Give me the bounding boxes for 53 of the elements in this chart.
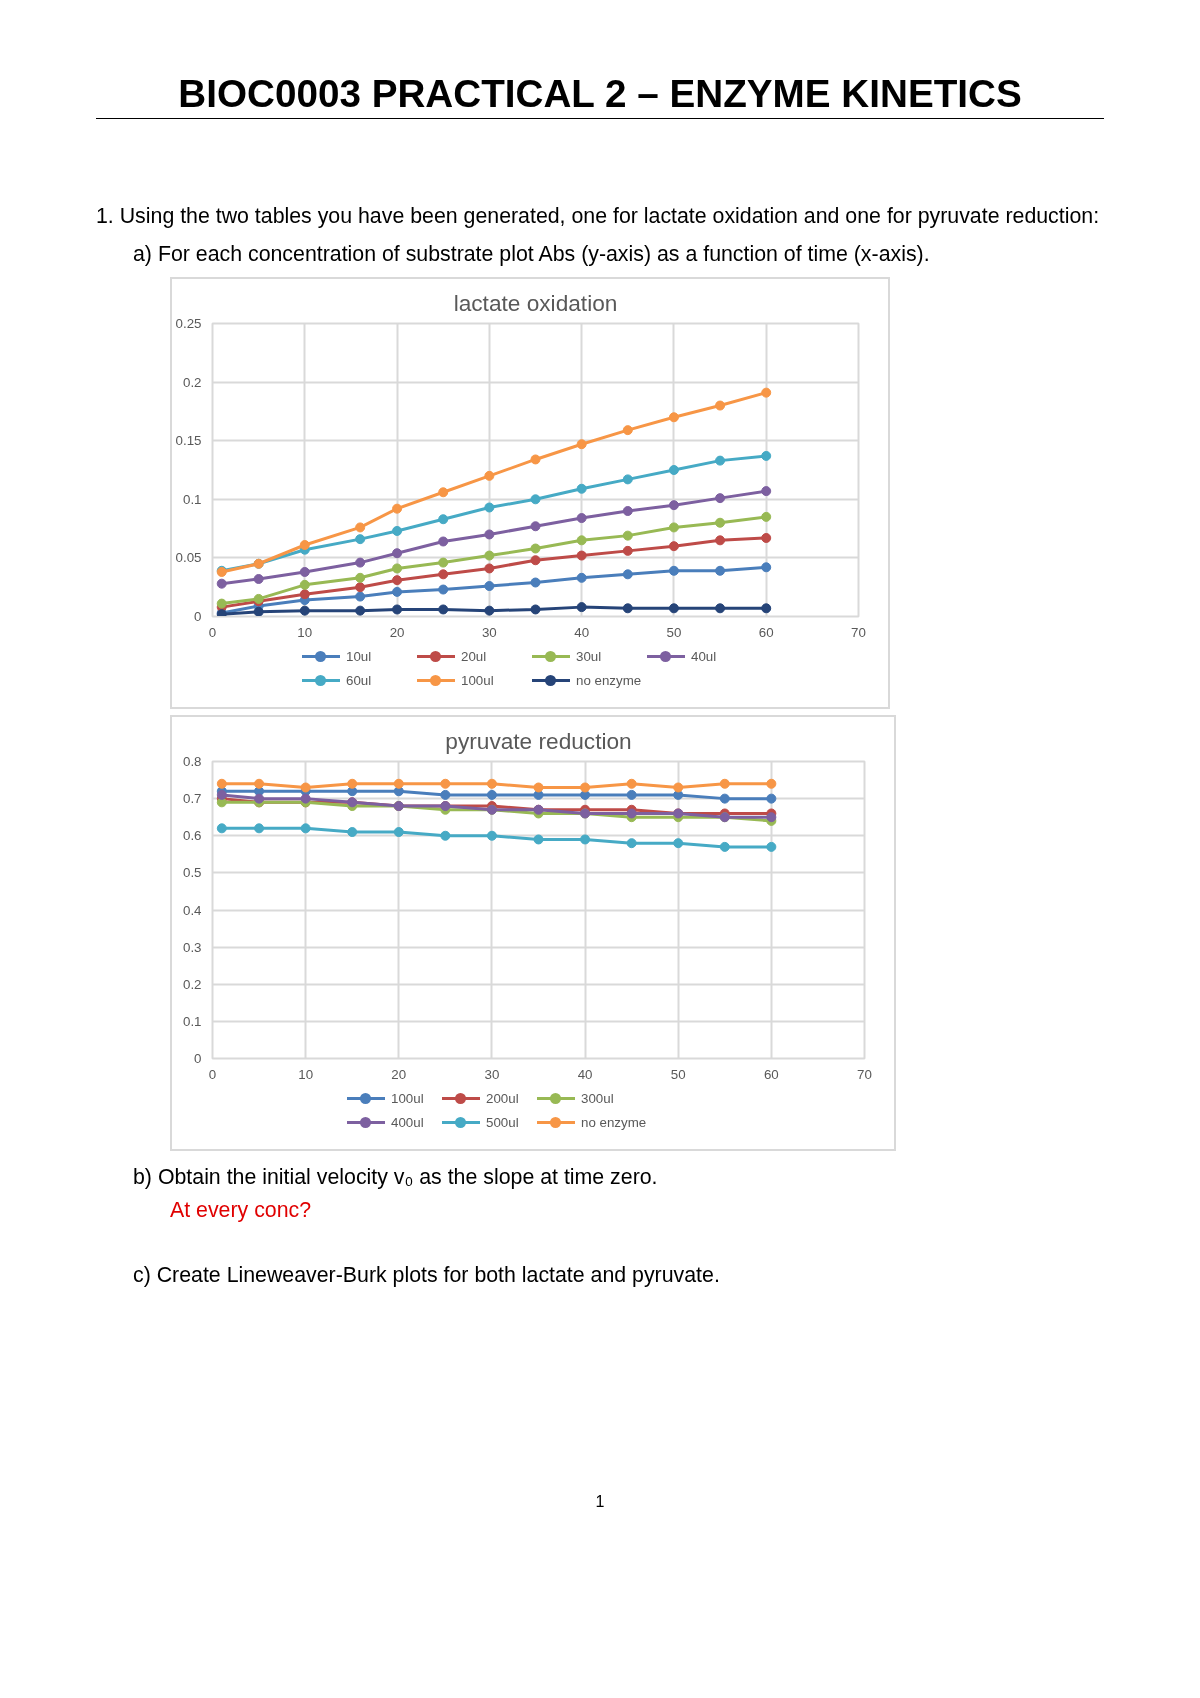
legend-label: 500ul [486,1115,519,1131]
text: 1 [594,1493,606,1512]
legend-label: 300ul [581,1091,614,1107]
x-tick-label: 40 [574,624,590,640]
legend-label: 30ul [576,649,602,665]
legend-label: 100ul [461,673,494,689]
text: c) Create Lineweaver-Burk plots for both lactate and pyruvate. [133,1263,721,1289]
x-tick-label: 0 [208,624,217,640]
x-tick-label: 20 [389,624,405,640]
legend-label: 10ul [346,649,372,665]
chart-title: pyruvate reduction [445,727,632,754]
legend-label: 60ul [346,673,372,689]
x-tick-label: 40 [577,1066,593,1082]
legend-label: 200ul [486,1091,519,1107]
x-tick-label: 60 [758,624,774,640]
y-tick-label: 0.1 [182,1014,202,1030]
y-tick-label: 0 [194,609,202,625]
y-tick-label: 0 [194,1051,202,1067]
y-tick-label: 0.7 [182,791,202,807]
legend-label: no enzyme [576,673,642,689]
legend-label: 20ul [461,649,487,665]
y-tick-label: 0.2 [182,374,202,390]
y-tick-label: 0.15 [175,433,202,449]
y-tick-label: 0.6 [182,828,202,844]
y-tick-label: 0.2 [182,977,202,992]
x-tick-label: 10 [298,1066,314,1082]
x-tick-label: 50 [666,624,682,640]
legend-label: 100ul [391,1091,424,1107]
x-tick-label: 30 [481,624,497,640]
text: At every conc? [170,1198,313,1224]
y-tick-label: 0.05 [175,550,202,566]
x-tick-label: 70 [857,1066,872,1082]
chart-title: lactate oxidation [453,289,618,316]
x-tick-label: 60 [763,1066,779,1082]
x-tick-label: 10 [297,624,313,640]
legend-label: 400ul [391,1115,424,1131]
x-tick-label: 20 [391,1066,407,1082]
text: BIOC0003 PRACTICAL 2 – ENZYME KINETICS [96,0,1104,119]
legend-label: 40ul [691,649,717,665]
text: a) For each concentration of substrate plot Abs (y-axis) as a function of time (x-axis). [133,241,931,269]
text: b) Obtain the initial velocity v₀ as the slope at time zero. [133,1165,659,1191]
y-tick-label: 0.4 [182,902,203,918]
x-tick-label: 50 [670,1066,686,1082]
y-tick-label: 0.8 [182,754,202,770]
y-tick-label: 0.1 [182,492,202,508]
x-tick-label: 30 [484,1066,500,1082]
x-tick-label: 0 [208,1066,217,1082]
legend-label: no enzyme [581,1115,647,1131]
y-tick-label: 0.25 [175,316,202,332]
y-tick-label: 0.3 [182,939,202,955]
text: 1. Using the two tables you have been generated, one for lactate oxidation and one for pyruvate reduction: [96,203,1101,230]
y-tick-label: 0.5 [182,865,202,881]
x-tick-label: 70 [851,624,866,640]
